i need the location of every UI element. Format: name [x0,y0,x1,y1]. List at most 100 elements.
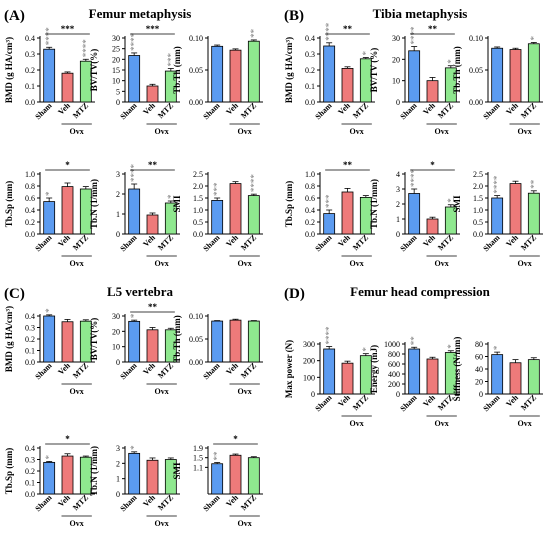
y-axis-label: Tb.Th (mm) [172,46,182,94]
significance-stars: * [446,59,456,64]
y-tick-label: 1.1 [193,463,203,472]
y-tick-label: 0.4 [25,34,35,43]
y-tick-label: 2.5 [473,170,483,179]
y-axis-label: Tb.Th (mm) [172,315,182,363]
significance-stars: **** [409,26,419,45]
y-tick-label: 0 [396,98,400,107]
significance-stars: * [361,347,371,352]
y-axis-label: Tb.N (1/mm) [89,446,99,496]
chart-b-3: 0.00.20.40.60.81.0Tb.Sp (mm) ***Sham Veh MT… [284,160,375,268]
y-axis-label: Tb.Th (mm) [452,46,462,94]
group-label: Ovx [70,387,84,396]
bar-sham [128,55,141,103]
y-tick-label: 0.3 [305,50,315,59]
category-label: Sham [118,493,138,513]
significance-stars: *** [324,194,334,208]
y-tick-label: 0.0 [25,230,35,239]
y-tick-label: 0.0 [193,230,203,239]
y-tick-label: 0.4 [25,312,35,321]
panel-letter-a: (A) [4,8,25,24]
y-tick-label: 0.0 [25,358,35,367]
y-axis-label: BMD (g HA/cm³) [4,37,14,103]
bar-veh [146,214,159,235]
y-tick-label: 0.2 [305,66,315,75]
y-tick-label: 0.6 [25,194,35,203]
comparison-stars: * [65,160,70,170]
bar-veh [426,218,439,235]
y-tick-label: 15 [112,66,120,75]
y-tick-label: 0 [396,390,400,399]
y-tick-label: 0.6 [305,194,315,203]
group-label: Ovx [518,127,532,136]
significance-stars: * [492,345,502,350]
comparison-stars: *** [61,24,75,34]
y-tick-label: 2 [116,190,120,199]
y-axis-label: Max power (N) [284,340,294,398]
bar-sham [491,197,504,235]
category-label: Sham [33,361,53,381]
significance-stars: **** [249,174,259,193]
category-label: Sham [313,233,333,253]
y-tick-label: 0.2 [25,335,35,344]
y-tick-label: 1 [116,475,120,484]
y-tick-label: 30 [112,312,120,321]
y-tick-label: 20 [475,378,483,387]
significance-stars: * [44,191,54,196]
comparison-stars: ** [148,160,158,170]
category-label: MTZ [71,493,90,512]
significance-stars: ** [212,451,222,461]
bar-veh [229,183,242,235]
y-tick-label: 1000 [384,340,400,349]
panel-title-b: Tibia metaphysis [373,6,468,21]
category-label: Sham [118,361,138,381]
y-tick-label: 0.2 [25,467,35,476]
bar-mtz [247,195,260,235]
bar-sham [128,188,141,235]
category-label: MTZ [351,393,370,412]
significance-stars: **** [324,326,334,345]
bar-sham [211,199,224,235]
comparison-stars: * [233,434,238,444]
panel-title-a: Femur metaphysis [89,6,192,21]
comparison-stars: * [430,160,435,170]
category-label: MTZ [351,101,370,120]
bar-veh [229,49,242,103]
group-label: Ovx [350,419,364,428]
y-tick-label: 0.3 [25,50,35,59]
y-tick-label: 200 [303,357,315,366]
bar-veh [426,80,439,103]
y-tick-label: 0.1 [25,347,35,356]
bar-sham [128,452,141,495]
y-tick-label: 3 [396,185,400,194]
y-tick-label: 0.4 [25,444,35,453]
y-tick-label: 0 [116,230,120,239]
y-axis-label: SMI [172,195,182,213]
y-tick-label: 1 [116,210,120,219]
category-label: Sham [481,233,501,253]
significance-stars: ** [249,28,259,38]
category-label: MTZ [239,101,258,120]
y-tick-label: 0.5 [473,218,483,227]
group-label: Ovx [435,259,449,268]
significance-stars: **** [492,175,502,194]
bar-sham [43,48,56,103]
category-label: Sham [398,101,418,121]
y-tick-label: 0.00 [189,358,203,367]
y-tick-label: 0.0 [473,230,483,239]
y-tick-label: 5 [116,87,120,96]
category-label: MTZ [71,233,90,252]
significance-stars: * [529,35,539,40]
y-axis-label: SMI [172,462,182,480]
significance-stars: *** [166,53,176,67]
group-label: Ovx [350,127,364,136]
y-tick-label: 0.3 [25,456,35,465]
category-label: MTZ [436,233,455,252]
significance-stars: **** [324,22,334,41]
